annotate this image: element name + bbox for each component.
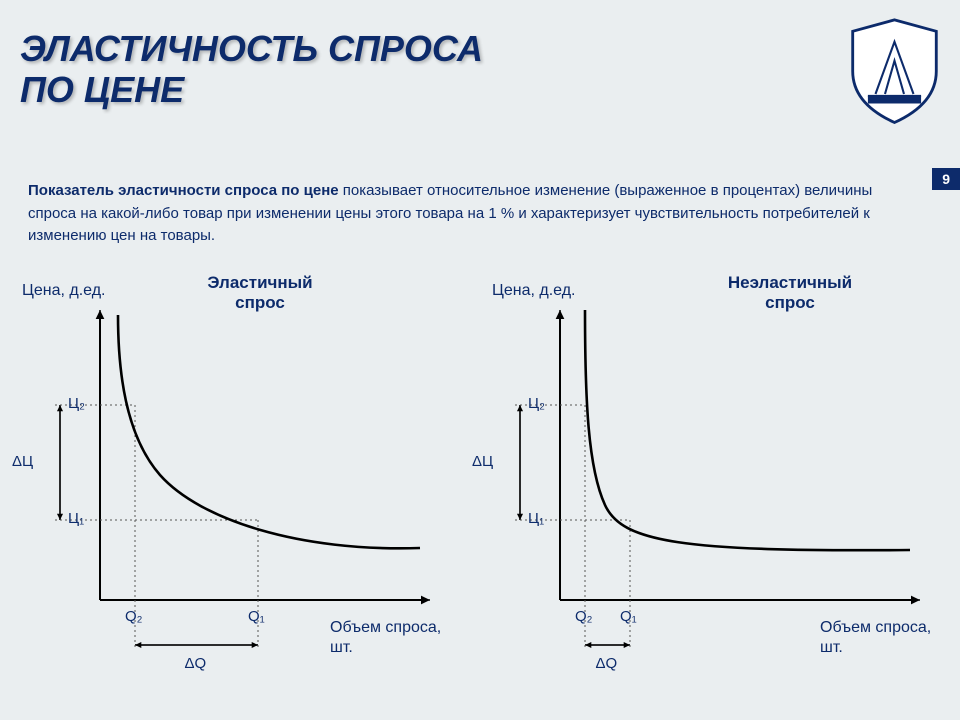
label-dq: ΔQ (596, 655, 618, 672)
chart-title: Эластичныйспрос (180, 273, 340, 314)
label-dq: ΔQ (185, 655, 207, 672)
description-paragraph: Показатель эластичности спроса по цене п… (28, 180, 890, 248)
description-lead: Показатель эластичности спроса по цене (28, 182, 339, 199)
label-c2: Ц₂ (528, 395, 545, 412)
charts-row: Эластичныйспрос Цена, д.ед. Объем спроса,ш… (0, 270, 960, 700)
page-number: 9 (932, 168, 960, 190)
label-dc: ΔЦ (12, 453, 33, 470)
slide-title: ЭЛАСТИЧНОСТЬ СПРОСА ПО ЦЕНЕ (20, 28, 483, 111)
logo-emblem (847, 18, 942, 126)
label-q2: Q₂ (125, 608, 143, 625)
label-c1: Ц₁ (528, 510, 544, 527)
label-dc: ΔЦ (472, 453, 493, 470)
title-line-1: ЭЛАСТИЧНОСТЬ СПРОСА (20, 28, 483, 69)
label-c2: Ц₂ (68, 395, 85, 412)
label-c1: Ц₁ (68, 510, 84, 527)
x-axis-label: Объем спроса,шт. (820, 618, 931, 658)
label-q2: Q₂ (575, 608, 593, 625)
y-axis-label: Цена, д.ед. (492, 282, 575, 300)
label-q1: Q₁ (620, 608, 637, 625)
x-axis-label: Объем спроса,шт. (330, 618, 441, 658)
title-line-2: ПО ЦЕНЕ (20, 69, 184, 110)
y-axis-label: Цена, д.ед. (22, 282, 105, 300)
label-q1: Q₁ (248, 608, 265, 625)
elastic-demand-chart: Эластичныйспрос Цена, д.ед. Объем спроса,ш… (0, 270, 480, 700)
chart-title: Неэластичныйспрос (710, 273, 870, 314)
inelastic-demand-chart: Неэластичныйспрос Цена, д.ед. Объем спроса… (480, 270, 960, 700)
